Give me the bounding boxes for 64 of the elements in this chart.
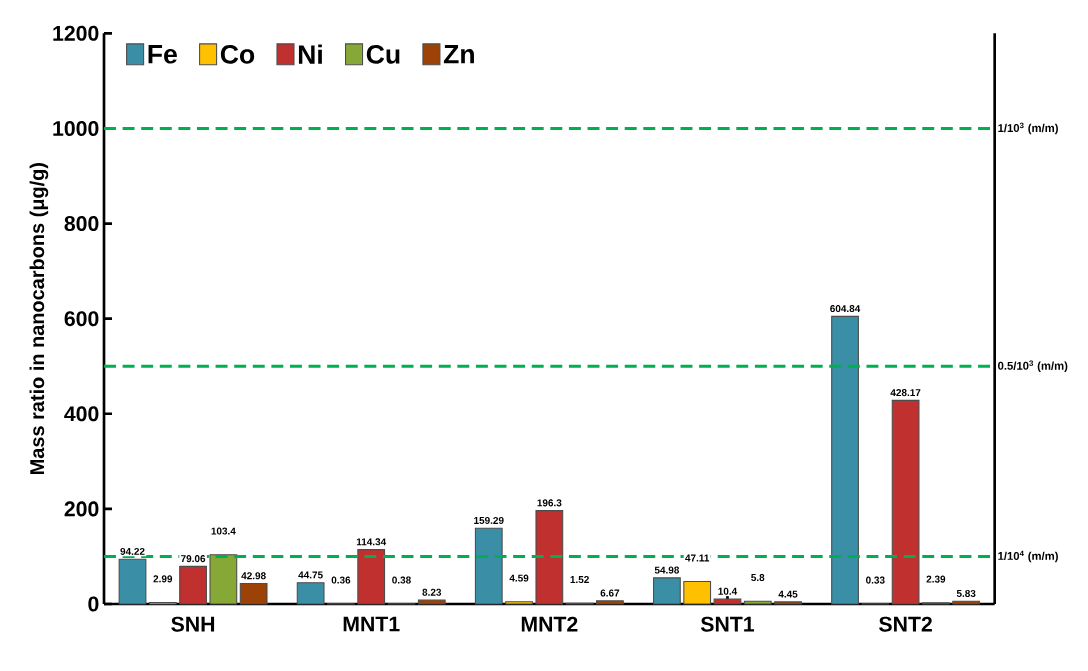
- bar: [296, 582, 325, 605]
- data-label: 0.38: [392, 576, 411, 584]
- y-tick-label: 600: [64, 311, 99, 327]
- ref-line-label: 1/10$^{3}$ (m/m): [998, 122, 1058, 135]
- data-label: 604.84: [830, 305, 861, 313]
- data-label: 8.23: [422, 588, 442, 596]
- bar: [713, 598, 742, 605]
- legend-label: Fe: [148, 45, 177, 64]
- bar: [683, 581, 712, 605]
- y-axis-title: Mass ratio in nanocarbons (μg/g): [29, 163, 49, 475]
- ref-line-label: 1/10$^{4}$ (m/m): [998, 550, 1058, 563]
- data-label: 196.3: [537, 499, 562, 507]
- data-label: 103.4: [211, 527, 236, 535]
- bar: [743, 600, 772, 605]
- y-tick-label: 0: [88, 596, 99, 612]
- x-tick-label: SNT2: [879, 616, 932, 632]
- data-label: 47.11: [685, 554, 710, 562]
- bar: [357, 549, 386, 605]
- bar: [239, 583, 268, 605]
- data-label: 114.34: [356, 538, 387, 546]
- bar: [831, 316, 859, 605]
- bar: [505, 601, 533, 605]
- data-label: 6.67: [600, 589, 620, 597]
- y-tick-label: 1000: [53, 121, 99, 137]
- bar: [653, 577, 681, 605]
- data-label: 2.39: [926, 575, 946, 583]
- data-label: 2.99: [153, 575, 173, 583]
- legend-label: Cu: [366, 45, 400, 64]
- x-tick-label: SNT1: [700, 616, 755, 632]
- x-tick-label: MNT1: [343, 616, 400, 632]
- data-label: 4.59: [509, 574, 529, 582]
- data-label: 0.33: [866, 576, 885, 584]
- bar: [596, 600, 624, 605]
- data-label: 79.06: [181, 555, 206, 563]
- data-label: 5.8: [751, 574, 765, 582]
- x-tick-label: MNT2: [521, 616, 578, 632]
- data-label: 1.52: [570, 576, 589, 584]
- y-tick-label: 200: [64, 501, 99, 517]
- data-label: 10.4: [718, 587, 738, 595]
- data-label: 54.98: [654, 566, 680, 574]
- ref-line-label: 0.5/10$^{3}$ (m/m): [998, 360, 1068, 373]
- y-tick-label: 400: [64, 406, 99, 422]
- bar: [209, 554, 238, 605]
- bar: [952, 600, 981, 605]
- legend-label: Zn: [443, 45, 474, 64]
- data-label: 159.29: [474, 517, 504, 525]
- y-tick-label: 800: [64, 216, 99, 232]
- x-tick-label: SNH: [171, 616, 215, 632]
- y-tick-label: 1200: [53, 25, 99, 42]
- data-label: 42.98: [241, 572, 266, 580]
- bar: [474, 527, 503, 605]
- data-label: 4.45: [778, 590, 798, 598]
- data-label: 94.22: [120, 548, 145, 556]
- data-label: 428.17: [890, 389, 921, 397]
- bar: [179, 566, 207, 605]
- data-label: 5.83: [956, 590, 976, 598]
- data-label: 0.36: [331, 576, 351, 584]
- bar: [535, 510, 564, 605]
- data-label: 44.75: [298, 571, 323, 579]
- bar: [891, 400, 920, 605]
- legend-label: Co: [220, 45, 255, 64]
- legend-label: Ni: [298, 44, 322, 65]
- bar: [774, 601, 802, 605]
- bar: [417, 599, 446, 605]
